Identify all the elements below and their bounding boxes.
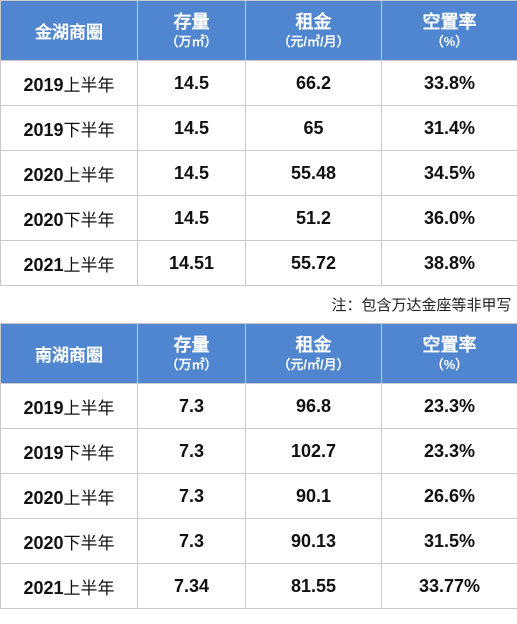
stock-cell: 7.3 [137, 383, 246, 429]
stock-cell: 14.5 [137, 105, 246, 151]
vacancy-cell: 38.8% [381, 240, 517, 286]
vacancy-cell: 26.6% [381, 473, 517, 519]
stock-cell: 14.5 [137, 60, 246, 106]
period-cell: 2020上半年 [0, 473, 138, 519]
rent-header: 租金 （元/㎡/月） [245, 323, 382, 384]
vacancy-cell: 36.0% [381, 195, 517, 241]
table-row: 2019上半年 14.5 66.2 33.8% [0, 60, 517, 106]
rent-cell: 55.72 [245, 240, 382, 286]
period-cell: 2019下半年 [0, 105, 138, 151]
stock-cell: 14.5 [137, 195, 246, 241]
rent-statistics-table: 金湖商圈 存量 （万㎡） 租金 （元/㎡/月） 空置率 （%） 2019上半年 14.… [0, 0, 517, 609]
period-cell: 2019上半年 [0, 383, 138, 429]
period-cell: 2019上半年 [0, 60, 138, 106]
rent-cell: 55.48 [245, 150, 382, 196]
table-row: 2021上半年 7.34 81.55 33.77% [0, 563, 517, 609]
table-header-jinhu: 金湖商圈 存量 （万㎡） 租金 （元/㎡/月） 空置率 （%） [0, 0, 517, 61]
rent-cell: 65 [245, 105, 382, 151]
stock-header: 存量 （万㎡） [137, 0, 246, 61]
rent-cell: 90.13 [245, 518, 382, 564]
vacancy-header: 空置率 （%） [381, 323, 517, 384]
stock-cell: 14.5 [137, 150, 246, 196]
stock-cell: 7.3 [137, 428, 246, 474]
rent-cell: 66.2 [245, 60, 382, 106]
vacancy-cell: 31.4% [381, 105, 517, 151]
table-row: 2020下半年 14.5 51.2 36.0% [0, 195, 517, 241]
vacancy-cell: 23.3% [381, 383, 517, 429]
period-cell: 2020上半年 [0, 150, 138, 196]
vacancy-cell: 33.77% [381, 563, 517, 609]
table-row: 2019上半年 7.3 96.8 23.3% [0, 383, 517, 429]
rent-cell: 90.1 [245, 473, 382, 519]
rent-header: 租金 （元/㎡/月） [245, 0, 382, 61]
rent-cell: 51.2 [245, 195, 382, 241]
stock-cell: 7.3 [137, 473, 246, 519]
period-cell: 2021上半年 [0, 240, 138, 286]
table-row: 2020上半年 7.3 90.1 26.6% [0, 473, 517, 519]
rent-cell: 96.8 [245, 383, 382, 429]
stock-cell: 14.51 [137, 240, 246, 286]
period-cell: 2020下半年 [0, 195, 138, 241]
district-name: 南湖商圈 [0, 323, 138, 384]
footnote: 注：包含万达金座等非甲写 [0, 285, 517, 324]
period-cell: 2021上半年 [0, 563, 138, 609]
stock-cell: 7.3 [137, 518, 246, 564]
stock-cell: 7.34 [137, 563, 246, 609]
table-row: 2021上半年 14.51 55.72 38.8% [0, 240, 517, 286]
vacancy-cell: 23.3% [381, 428, 517, 474]
vacancy-header: 空置率 （%） [381, 0, 517, 61]
table-row: 2019下半年 14.5 65 31.4% [0, 105, 517, 151]
table-row: 2020上半年 14.5 55.48 34.5% [0, 150, 517, 196]
period-cell: 2019下半年 [0, 428, 138, 474]
stock-header: 存量 （万㎡） [137, 323, 246, 384]
district-name: 金湖商圈 [0, 0, 138, 61]
vacancy-cell: 31.5% [381, 518, 517, 564]
vacancy-cell: 34.5% [381, 150, 517, 196]
rent-cell: 81.55 [245, 563, 382, 609]
table-header-nanhu: 南湖商圈 存量 （万㎡） 租金 （元/㎡/月） 空置率 （%） [0, 323, 517, 384]
note-row: 注：包含万达金座等非甲写 [0, 285, 517, 324]
rent-cell: 102.7 [245, 428, 382, 474]
period-cell: 2020下半年 [0, 518, 138, 564]
table-row: 2020下半年 7.3 90.13 31.5% [0, 518, 517, 564]
table-row: 2019下半年 7.3 102.7 23.3% [0, 428, 517, 474]
vacancy-cell: 33.8% [381, 60, 517, 106]
